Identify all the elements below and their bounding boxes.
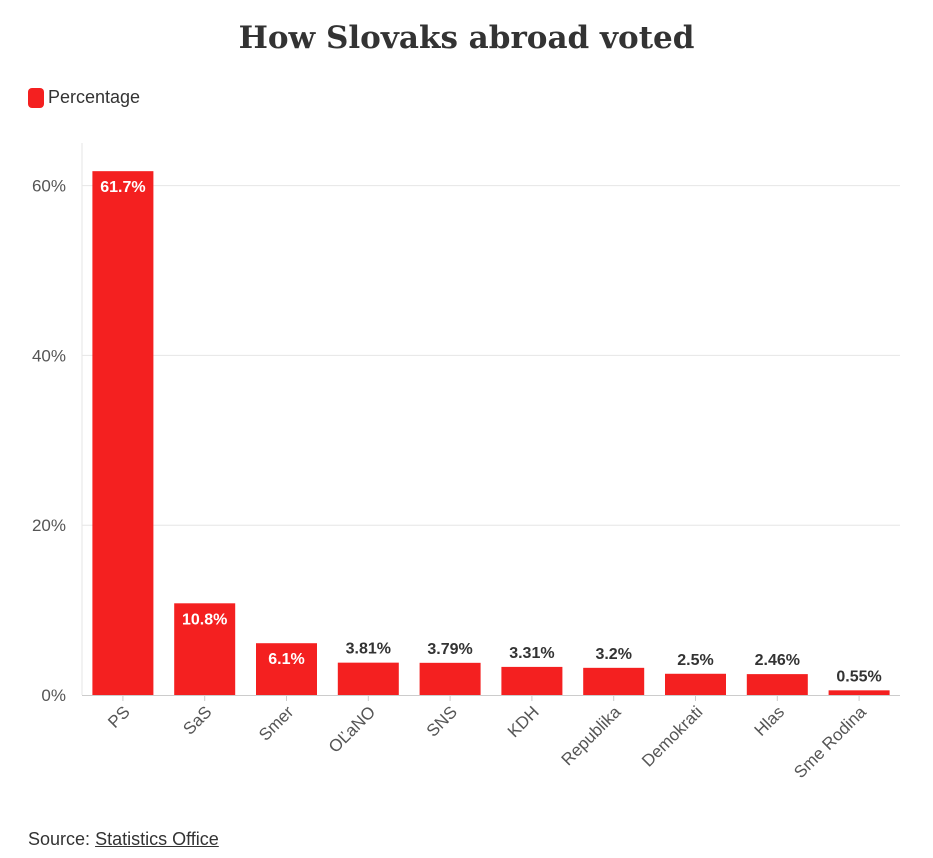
chart-title: How Slovaks abroad voted <box>238 20 695 56</box>
y-tick-labels: 0% 20% 40% 60% <box>32 177 66 705</box>
bar[interactable] <box>583 667 645 695</box>
y-tick-label: 40% <box>32 346 66 365</box>
source-note: Source: Statistics Office <box>28 829 219 850</box>
bar[interactable] <box>256 643 317 695</box>
x-tick-label: PS <box>104 702 133 731</box>
x-tick-label: Republika <box>558 702 625 769</box>
data-label: 3.2% <box>595 646 631 663</box>
axes <box>81 143 900 701</box>
bar[interactable] <box>501 666 563 695</box>
y-tick-label: 0% <box>41 686 66 705</box>
bar[interactable] <box>174 603 236 695</box>
x-tick-label: Sme Rodina <box>790 702 870 782</box>
x-tick-label: OĽaNO <box>325 702 379 756</box>
legend[interactable]: Percentage <box>28 87 140 108</box>
x-tick-label: KDH <box>504 702 543 741</box>
bar-chart: 61.7% 10.8% 6.1% 3.81% 3.79% 3.31% 3.2% 2.5% 2.4… <box>32 143 900 782</box>
x-tick-label: Demokrati <box>638 702 706 770</box>
data-label: 10.8% <box>182 611 227 628</box>
x-tick-label: SNS <box>423 702 461 740</box>
legend-label: Percentage <box>48 87 141 107</box>
data-labels: 61.7% 10.8% 6.1% 3.81% 3.79% 3.31% 3.2% 2.5% 2.4… <box>100 179 882 685</box>
data-label: 2.46% <box>755 652 800 669</box>
data-label: 3.79% <box>427 641 472 658</box>
data-label: 3.31% <box>509 645 554 662</box>
y-tick-label: 20% <box>32 516 66 535</box>
gridlines <box>82 185 900 526</box>
source-link[interactable]: Statistics Office <box>95 829 219 849</box>
bar[interactable] <box>337 662 399 695</box>
bar[interactable] <box>92 171 154 696</box>
data-label: 61.7% <box>100 179 145 196</box>
data-label: 0.55% <box>836 668 881 685</box>
bar[interactable] <box>828 690 890 695</box>
data-label: 2.5% <box>677 652 713 669</box>
x-tick-labels: PS SaS Smer OĽaNO SNS KDH Republika Demokrati Hl… <box>104 702 870 782</box>
bar[interactable] <box>746 674 808 695</box>
source-prefix: Source: <box>28 829 91 849</box>
x-tick-label: SaS <box>179 702 215 738</box>
bars <box>92 171 890 696</box>
y-tick-label: 60% <box>32 177 66 196</box>
x-tick-label: Smer <box>255 702 297 744</box>
x-tick-label: Hlas <box>751 702 788 739</box>
bar[interactable] <box>665 673 726 695</box>
legend-swatch <box>28 87 44 108</box>
data-label: 6.1% <box>268 651 304 668</box>
data-label: 3.81% <box>346 641 391 658</box>
bar[interactable] <box>419 662 481 695</box>
